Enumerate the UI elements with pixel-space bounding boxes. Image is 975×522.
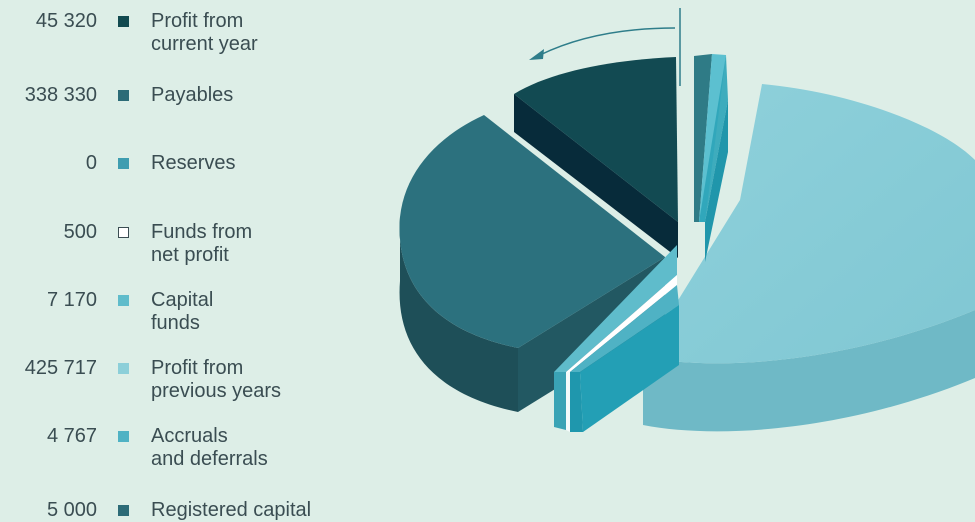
pie-slice-profit-current-year (514, 57, 678, 258)
legend-swatch (118, 505, 129, 516)
legend-swatch (118, 227, 129, 238)
legend-label: Capital funds (151, 289, 214, 334)
legend-label: Registered capital (151, 499, 312, 521)
legend-swatch (118, 16, 129, 27)
slice-side (570, 372, 583, 432)
slice-side-left (399, 217, 518, 412)
pie-slice-registered-capital (580, 305, 679, 432)
legend-label: Profit from previous years (151, 357, 282, 402)
pie-slice-profit-previous-years (643, 84, 975, 432)
pie-slice-accruals (570, 285, 679, 432)
legend-value: 4 767 (46, 425, 97, 447)
pie-slice-funds-net-profit (566, 275, 677, 432)
legend-value: 5 000 (46, 499, 97, 521)
legend-value: 7 170 (46, 289, 97, 311)
pie-slice-capital-funds (554, 245, 677, 430)
legend: 45 320 Profit from current year 338 330 Pay… (0, 0, 360, 522)
slice-side (554, 372, 566, 430)
slice-side (566, 372, 570, 432)
legend-swatch (118, 158, 129, 169)
slice-top (514, 57, 678, 222)
slice-side (643, 310, 975, 432)
legend-swatch (118, 90, 129, 101)
legend-value: 500 (63, 221, 97, 243)
slice-top (399, 115, 665, 348)
slice-top (566, 275, 677, 372)
legend-label: Profit from current year (151, 10, 258, 55)
legend-swatch (118, 295, 129, 306)
legend-value: 0 (85, 152, 97, 174)
legend-label: Payables (151, 84, 234, 106)
slice-side (514, 94, 678, 258)
legend-swatch (118, 431, 129, 442)
legend-value: 338 330 (24, 84, 97, 106)
slice-top (643, 84, 975, 364)
legend-label: Funds from net profit (151, 221, 253, 266)
legend-label: Reserves (151, 152, 236, 174)
legend-label: Accruals and deferrals (151, 425, 268, 470)
rotation-arrow-icon (529, 8, 681, 86)
slice-top (570, 285, 679, 372)
legend-swatch (118, 363, 129, 374)
legend-value: 425 717 (24, 357, 97, 379)
legend-value: 45 320 (35, 10, 97, 32)
slice-top (554, 245, 677, 372)
slice-top (580, 305, 679, 432)
pie-slice-small-top (694, 54, 728, 262)
